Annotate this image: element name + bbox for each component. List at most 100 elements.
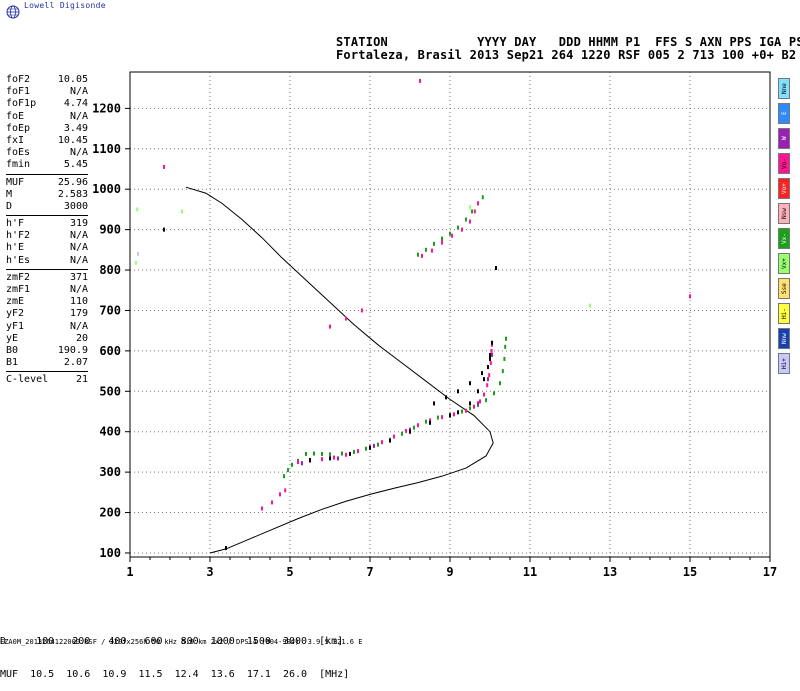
legend-swatch: W xyxy=(778,128,790,149)
echo-point xyxy=(479,399,481,404)
echo-point xyxy=(481,371,483,376)
echo-point xyxy=(477,389,479,394)
echo-point xyxy=(417,252,419,257)
echo-point xyxy=(301,461,303,466)
param-value: 2.07 xyxy=(63,357,88,369)
param-row: foF1 N/A xyxy=(6,86,88,98)
echo-point xyxy=(337,456,339,461)
param-name: foF1 xyxy=(6,86,31,98)
echo-point xyxy=(431,248,433,253)
y-tick-label: 700 xyxy=(99,303,121,317)
param-name: fxI xyxy=(6,134,25,146)
echo-point xyxy=(425,247,427,252)
x-tick-label: 1 xyxy=(126,565,133,579)
legend-swatch: Vx- xyxy=(778,228,790,249)
param-row: zmF2 371 xyxy=(6,272,88,284)
echo-point xyxy=(503,356,506,361)
param-row: yE 20 xyxy=(6,333,88,345)
echo-point xyxy=(483,377,485,382)
echo-point xyxy=(469,401,471,406)
muf-table: D 100 200 400 600 800 1000 1500 3000 [km… xyxy=(0,614,349,691)
echo-point xyxy=(271,500,273,505)
param-value: N/A xyxy=(69,230,88,242)
y-tick-label: 1200 xyxy=(92,101,121,115)
echo-point xyxy=(445,395,447,400)
echo-point xyxy=(469,205,471,210)
echo-point xyxy=(283,474,285,479)
echo-point xyxy=(449,231,451,236)
param-value: 20 xyxy=(75,332,88,344)
echo-point xyxy=(491,342,493,347)
echo-point xyxy=(461,409,463,414)
echo-point xyxy=(291,462,293,467)
echo-point xyxy=(495,266,497,271)
x-tick-label: 9 xyxy=(446,565,453,579)
echo-point xyxy=(490,348,493,353)
muf-table-distance-row: D 100 200 400 600 800 1000 1500 3000 [km… xyxy=(0,636,344,647)
echo-point xyxy=(297,460,299,465)
echo-point xyxy=(473,209,476,214)
echo-point xyxy=(477,201,479,206)
echo-point xyxy=(457,225,459,230)
param-row: h'F 319 xyxy=(6,218,88,230)
echo-point xyxy=(309,458,311,462)
echo-point xyxy=(481,195,484,200)
param-row: fmin 5.45 xyxy=(6,159,88,171)
param-row: foF1p 4.74 xyxy=(6,98,88,110)
echo-point xyxy=(441,240,443,245)
param-value: 110 xyxy=(69,296,88,308)
x-tick-label: 5 xyxy=(286,565,293,579)
echo-point xyxy=(505,336,507,341)
echo-point xyxy=(487,377,489,382)
echo-point xyxy=(491,352,493,357)
echo-point xyxy=(485,398,487,403)
param-row: foEp 3.49 xyxy=(6,123,88,135)
echo-point xyxy=(457,389,459,394)
param-value: 10.05 xyxy=(57,74,88,85)
param-name: C-level xyxy=(6,374,49,386)
echo-point xyxy=(493,391,495,396)
echo-point xyxy=(433,401,435,406)
echo-point xyxy=(401,431,403,436)
echo-point xyxy=(483,392,485,397)
param-value: N/A xyxy=(69,86,88,98)
echo-point xyxy=(409,427,411,432)
legend-swatch: Nnw xyxy=(778,328,790,349)
param-row: zmE 110 xyxy=(6,296,88,308)
param-row: yF2 179 xyxy=(6,308,88,320)
y-tick-label: 400 xyxy=(99,425,121,439)
param-name: MUF xyxy=(6,176,25,188)
y-tick-label: 1100 xyxy=(92,142,121,156)
param-row: h'F2 N/A xyxy=(6,230,88,242)
param-row: foF2 10.05 xyxy=(6,74,88,86)
params-divider xyxy=(6,268,88,270)
echo-point xyxy=(279,492,281,497)
echo-point xyxy=(453,412,455,417)
echo-point xyxy=(381,440,383,445)
echo-point xyxy=(405,428,407,433)
param-value: N/A xyxy=(69,110,88,122)
param-row: MUF 25.96 xyxy=(6,177,88,189)
param-name: yE xyxy=(6,332,19,344)
param-value: 21 xyxy=(75,374,88,386)
echo-point xyxy=(284,488,287,493)
echo-point xyxy=(449,413,451,418)
param-name: foF2 xyxy=(6,74,31,85)
echo-point xyxy=(417,423,419,428)
echo-point xyxy=(451,233,453,238)
y-tick-label: 1000 xyxy=(92,182,121,196)
echo-point xyxy=(469,381,471,386)
param-row: foE N/A xyxy=(6,111,88,123)
echo-point xyxy=(441,236,443,241)
param-value: 4.74 xyxy=(63,98,88,110)
x-tick-label: 3 xyxy=(206,565,213,579)
param-row: M 2.583 xyxy=(6,189,88,201)
echo-point xyxy=(489,356,491,361)
file-info-footer: FZA0M_2013264122000.RSF / 320fx256h 50 k… xyxy=(0,638,363,646)
echo-point xyxy=(136,207,139,212)
param-name: D xyxy=(6,200,13,212)
param-row: h'E N/A xyxy=(6,242,88,254)
param-name: zmF1 xyxy=(6,284,31,295)
echo-point xyxy=(473,404,475,409)
param-name: M xyxy=(6,188,13,200)
